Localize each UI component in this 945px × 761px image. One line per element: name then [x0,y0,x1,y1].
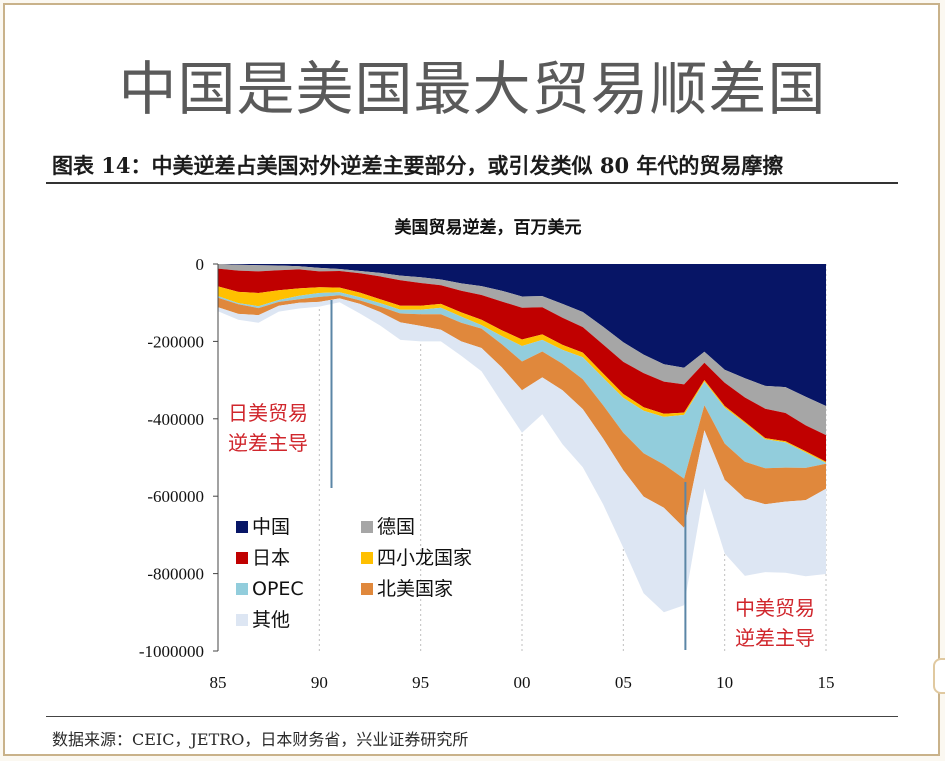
page-edge-marker [933,658,945,694]
annotation-japan-line2: 逆差主导 [228,431,308,455]
caption-divider [46,182,898,184]
figure-caption: 图表 14：中美逆差占美国对外逆差主要部分，或引发类似 80 年代的贸易摩擦 [52,153,784,178]
slide-title: 中国是美国最大贸易顺差国 [118,55,827,123]
legend-swatch [236,614,248,626]
legend-label: 中国 [252,516,290,538]
x-tick-label: 85 [210,673,227,692]
legend-swatch [361,552,373,564]
y-tick-label: 0 [196,255,205,274]
legend-label: 德国 [377,516,415,538]
legend-label: 其他 [252,609,290,631]
area-series-6 [218,295,826,528]
legend-swatch [236,521,248,533]
area-series-7 [218,298,826,613]
area-series-5 [218,292,826,479]
x-tick-label: 95 [412,673,429,692]
legend-label: 日本 [252,547,290,569]
source-note: 数据来源：CEIC，JETRO，日本财务省，兴业证券研究所 [52,730,469,749]
y-tick-label: -200000 [147,332,204,351]
y-tick-label: -400000 [147,410,204,429]
axes: 0 -200000 -400000 -600000 -800000 -1000000 85 9… [139,255,835,692]
x-tick-label: 05 [615,673,632,692]
x-tick-label: 15 [818,673,835,692]
y-tick-label: -800000 [147,565,204,584]
area-series-2 [218,264,826,436]
area-series-1 [218,264,826,406]
area-series-3 [218,268,826,462]
annotation-china-line1: 中美贸易 [735,596,815,620]
y-tick-label: -600000 [147,487,204,506]
legend-swatch [236,552,248,564]
legend-swatch [361,583,373,595]
legend-swatch [361,521,373,533]
series-areas [218,264,826,613]
annotation-china-line2: 逆差主导 [735,626,815,650]
x-tick-label: 00 [514,673,531,692]
source-divider [46,716,898,717]
x-tick-label: 90 [311,673,328,692]
y-tick-label: -1000000 [139,642,204,661]
x-tick-label: 10 [716,673,733,692]
legend-label: OPEC [252,578,304,600]
legend-label: 四小龙国家 [377,547,472,569]
chart-title: 美国贸易逆差，百万美元 [395,217,582,238]
legend-swatch [236,583,248,595]
legend-label: 北美国家 [377,578,453,600]
annotation-japan-line1: 日美贸易 [228,401,308,425]
